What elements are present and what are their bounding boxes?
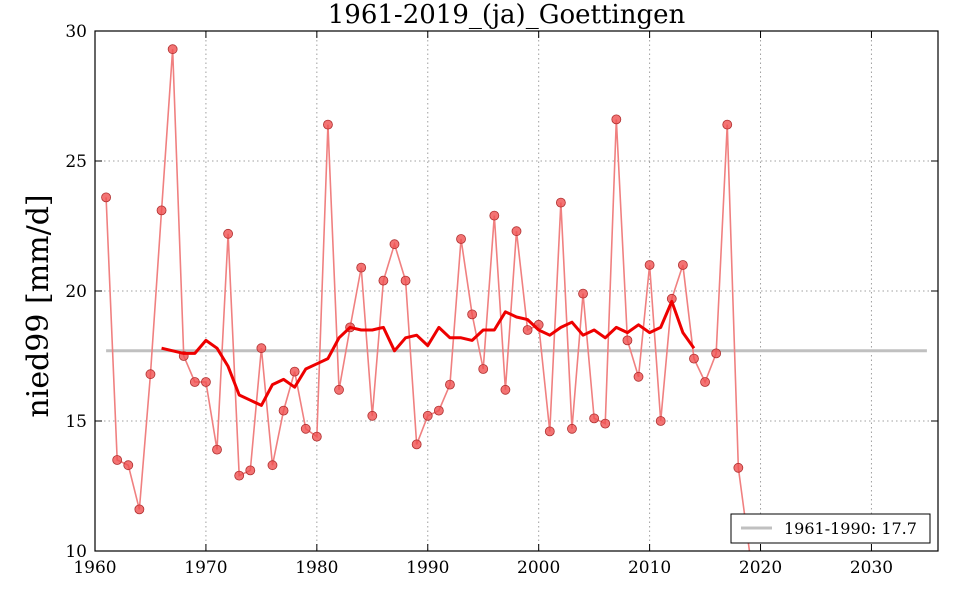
annual-point (489, 210, 500, 221)
annual-point (733, 462, 744, 473)
grid-lines (95, 31, 938, 551)
annual-point (589, 413, 600, 424)
x-tick-label: 2000 (517, 558, 560, 578)
annual-point (311, 431, 322, 442)
annual-point (323, 119, 333, 130)
annual-point (677, 260, 688, 270)
annual-point (289, 366, 300, 377)
annual-point (655, 416, 666, 426)
annual-point (711, 348, 722, 359)
y-tick-label: 25 (65, 152, 87, 172)
y-tick-label: 10 (65, 542, 87, 562)
annual-point (189, 377, 200, 387)
annual-point (445, 379, 455, 390)
smoothed-line (161, 299, 696, 407)
annual-point (156, 205, 167, 216)
annual-point (644, 260, 655, 270)
annual-point (201, 377, 211, 387)
annual-point (522, 325, 533, 335)
annual-point (633, 371, 644, 382)
chart-title: 1961-2019_(ja)_Goettingen (328, 0, 686, 30)
y-axis-label: nied99 [mm/d] (21, 194, 56, 417)
annual-point (300, 423, 311, 434)
x-tick-label: 2020 (739, 558, 782, 578)
annual-point (145, 369, 156, 380)
annual-point (167, 44, 178, 55)
annual-series (101, 44, 751, 551)
annual-point (622, 335, 633, 346)
annual-point (223, 228, 234, 239)
x-tick-labels: 1960 1970 1980 1990 2000 2010 2020 2030 (73, 558, 893, 578)
smoothed-series (161, 299, 696, 407)
annual-point (700, 377, 710, 387)
annual-line (105, 49, 751, 551)
x-tick-label: 2030 (850, 558, 893, 578)
annual-point (433, 405, 444, 416)
y-tick-label: 30 (65, 22, 87, 42)
annual-point (456, 234, 466, 244)
annual-point (500, 384, 511, 395)
x-tick-label: 2010 (628, 558, 671, 578)
annual-point (478, 364, 489, 374)
annual-point (123, 460, 134, 471)
annual-point (722, 119, 733, 130)
annual-point (278, 405, 289, 416)
annual-point (245, 465, 256, 476)
y-tick-label: 15 (65, 412, 87, 432)
annual-point (611, 114, 622, 125)
annual-point (511, 226, 522, 237)
annual-point (256, 343, 267, 354)
annual-point (212, 444, 222, 455)
x-tick-label: 1970 (184, 558, 227, 578)
annual-point (467, 309, 478, 320)
y-tick-label: 20 (65, 282, 87, 302)
annual-point (544, 426, 555, 437)
legend-label: 1961-1990: 17.7 (784, 519, 917, 538)
annual-point (112, 455, 123, 465)
x-tick-label: 1990 (406, 558, 449, 578)
annual-point (234, 470, 245, 481)
annual-point (389, 239, 400, 250)
annual-point (101, 192, 111, 203)
legend: 1961-1990: 17.7 (730, 513, 931, 544)
y-tick-labels: 10 15 20 25 30 (65, 22, 87, 562)
annual-point (367, 410, 378, 421)
x-tick-label: 1960 (73, 558, 116, 578)
annual-point (356, 262, 367, 273)
axis-ticks (94, 30, 938, 552)
annual-point (378, 275, 389, 286)
annual-point (422, 410, 433, 421)
annual-point (267, 460, 278, 471)
annual-point (689, 353, 699, 364)
annual-point (600, 418, 611, 429)
annual-point (134, 504, 145, 515)
annual-point (334, 384, 344, 395)
annual-point (411, 439, 422, 450)
annual-point (578, 288, 588, 299)
annual-point (567, 423, 577, 434)
annual-point (555, 197, 566, 208)
annual-point (400, 275, 411, 286)
x-tick-label: 1980 (295, 558, 338, 578)
